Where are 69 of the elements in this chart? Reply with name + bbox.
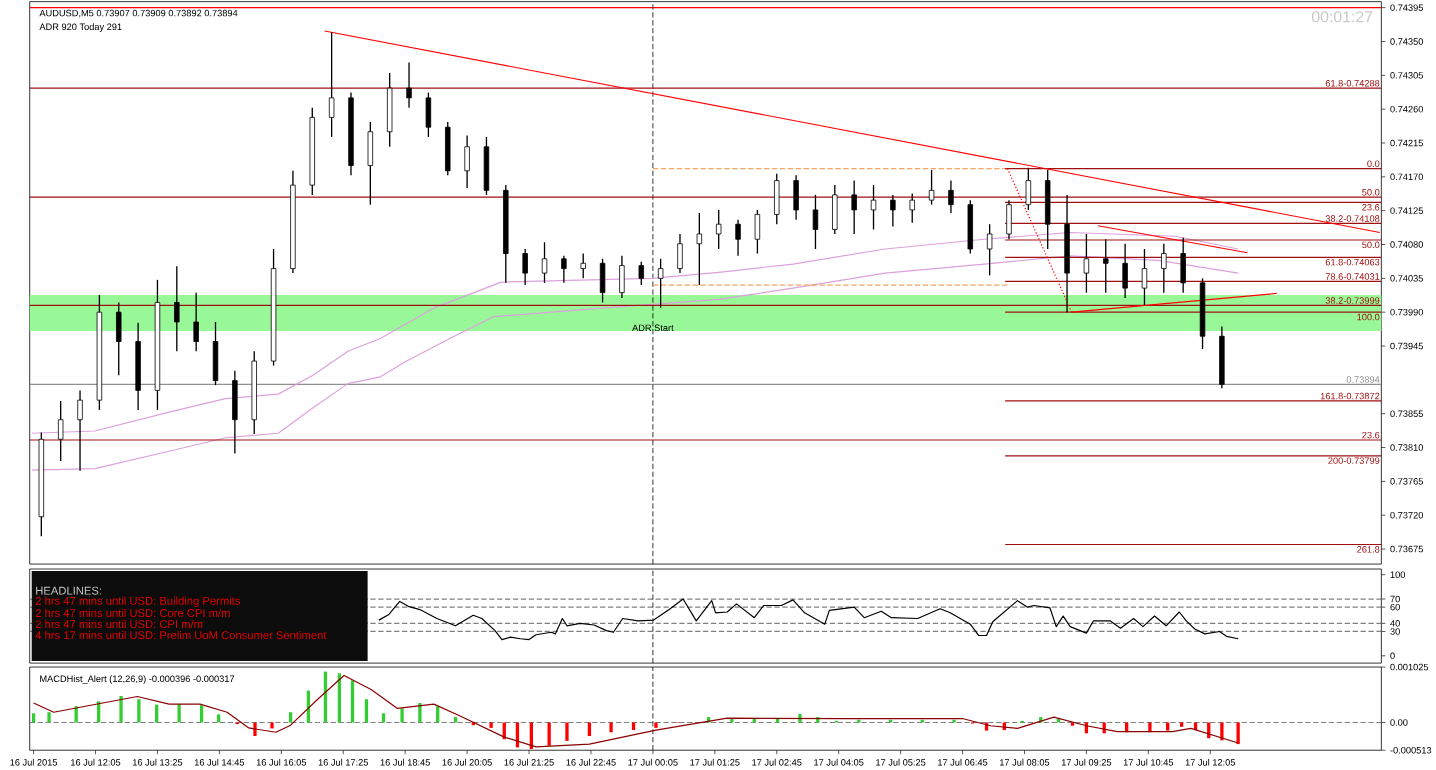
y-tick-label: 0.73810	[1390, 444, 1424, 451]
y-tick-label: 70	[1390, 595, 1400, 603]
y-tick-label: 0.73855	[1390, 410, 1423, 417]
annotation: HEADLINES:	[36, 586, 101, 595]
y-tick-label: 0.74080	[1390, 241, 1424, 248]
y-tick-label: 0.73675	[1390, 545, 1423, 553]
y-tick-label: 0.74170	[1390, 173, 1424, 181]
x-tick-label: 17 Jul 06:45	[938, 758, 988, 766]
annotation: 4 hrs 17 mins until USD: Prelim UoM Consumer Sentiment	[35, 630, 327, 640]
y-tick-label: 0.74125	[1390, 207, 1423, 214]
series-label: 23.6	[1362, 203, 1380, 211]
y-tick-label: 100	[1390, 571, 1406, 578]
x-tick-label: 17 Jul 09:25	[1061, 758, 1112, 766]
series-label: 78.6-0.74031	[1325, 273, 1380, 280]
annotation: 2 hrs 47 mins until USD: Core CPI m/m	[35, 608, 230, 617]
y-tick-label: 0.73720	[1390, 511, 1424, 519]
x-tick-label: 16 Jul 18:45	[380, 758, 430, 766]
y-tick-label: 0.73945	[1390, 342, 1423, 350]
x-tick-label: 17 Jul 02:45	[752, 758, 802, 766]
x-tick-label: 16 Jul 14:45	[194, 758, 245, 766]
series-label: 0.0	[1367, 160, 1380, 167]
y-tick-label: 0.74305	[1390, 72, 1423, 79]
y-tick-label: 0	[1390, 652, 1395, 660]
y-tick-label: 40	[1390, 620, 1400, 627]
series-label: 100.0	[1357, 313, 1380, 321]
x-tick-label: 17 Jul 10:45	[1123, 758, 1174, 766]
x-tick-label: 16 Jul 12:05	[71, 758, 121, 766]
x-tick-label: 17 Jul 12:05	[1185, 758, 1236, 766]
y-tick-label: 60	[1390, 603, 1400, 611]
annotation: 2 hrs 47 mins until USD: Building Permits	[35, 596, 240, 607]
y-tick-label: 0.74395	[1390, 4, 1423, 11]
y-tick-label: 0.00	[1390, 719, 1408, 726]
x-tick-label: 17 Jul 05:25	[876, 758, 926, 766]
ref-line-label: 0.73894	[1346, 376, 1380, 383]
x-tick-label: 16 Jul 16:05	[256, 758, 307, 766]
y-tick-label: -0.000513	[1390, 746, 1432, 754]
x-tick-label: 17 Jul 00:05	[628, 758, 678, 766]
series-label: 23.6	[1362, 431, 1380, 439]
x-tick-label: 16 Jul 17:25	[318, 758, 369, 766]
text: MACDHist_Alert (12,26,9) -0.000396 -0.000317	[40, 675, 235, 684]
x-tick-label: 16 Jul 20:05	[442, 758, 492, 766]
series-label: 61.8-0.74288	[1325, 79, 1380, 87]
series-label: 200-0.73799	[1328, 457, 1380, 464]
x-tick-label: 17 Jul 01:25	[690, 758, 740, 766]
series-label: 261.8	[1357, 546, 1380, 553]
x-tick-label: 16 Jul 21:25	[504, 758, 554, 766]
y-tick-label: 0.74035	[1390, 275, 1423, 282]
y-tick-label: 0.001025	[1390, 663, 1429, 671]
y-tick-label: 0.74350	[1390, 38, 1424, 45]
text: AUDUSD,M5 0.73907 0.73909 0.73892 0.73894	[39, 9, 238, 18]
y-tick-label: 0.74260	[1390, 105, 1424, 113]
series-label: 161.8-0.73872	[1320, 392, 1380, 400]
x-tick-label: 16 Jul 13:25	[132, 758, 183, 766]
x-tick-label: 16 Jul 22:45	[566, 758, 616, 766]
y-tick-label: 0.73765	[1390, 478, 1423, 485]
text: ADR 920 Today 291	[39, 23, 122, 32]
ref-line-label: ADR Start	[632, 324, 674, 332]
series-label: 50.0	[1362, 241, 1380, 249]
y-tick-label: 0.73990	[1390, 308, 1424, 316]
x-tick-label: 17 Jul 08:05	[1000, 758, 1050, 766]
y-tick-label: 0.74215	[1390, 139, 1423, 147]
series-label: 38.2-0.73999	[1325, 297, 1380, 304]
x-tick-label: 16 Jul 2015	[10, 758, 58, 766]
annotation: 2 hrs 47 mins until USD: CPI m/m	[35, 619, 203, 629]
x-tick-label: 17 Jul 04:05	[814, 758, 864, 766]
y-tick-label: 30	[1390, 628, 1400, 635]
series-label: 38.2-0.74108	[1325, 215, 1380, 222]
series-label: 61.8-0.74063	[1325, 258, 1380, 266]
series-label: 50.0	[1362, 189, 1380, 196]
